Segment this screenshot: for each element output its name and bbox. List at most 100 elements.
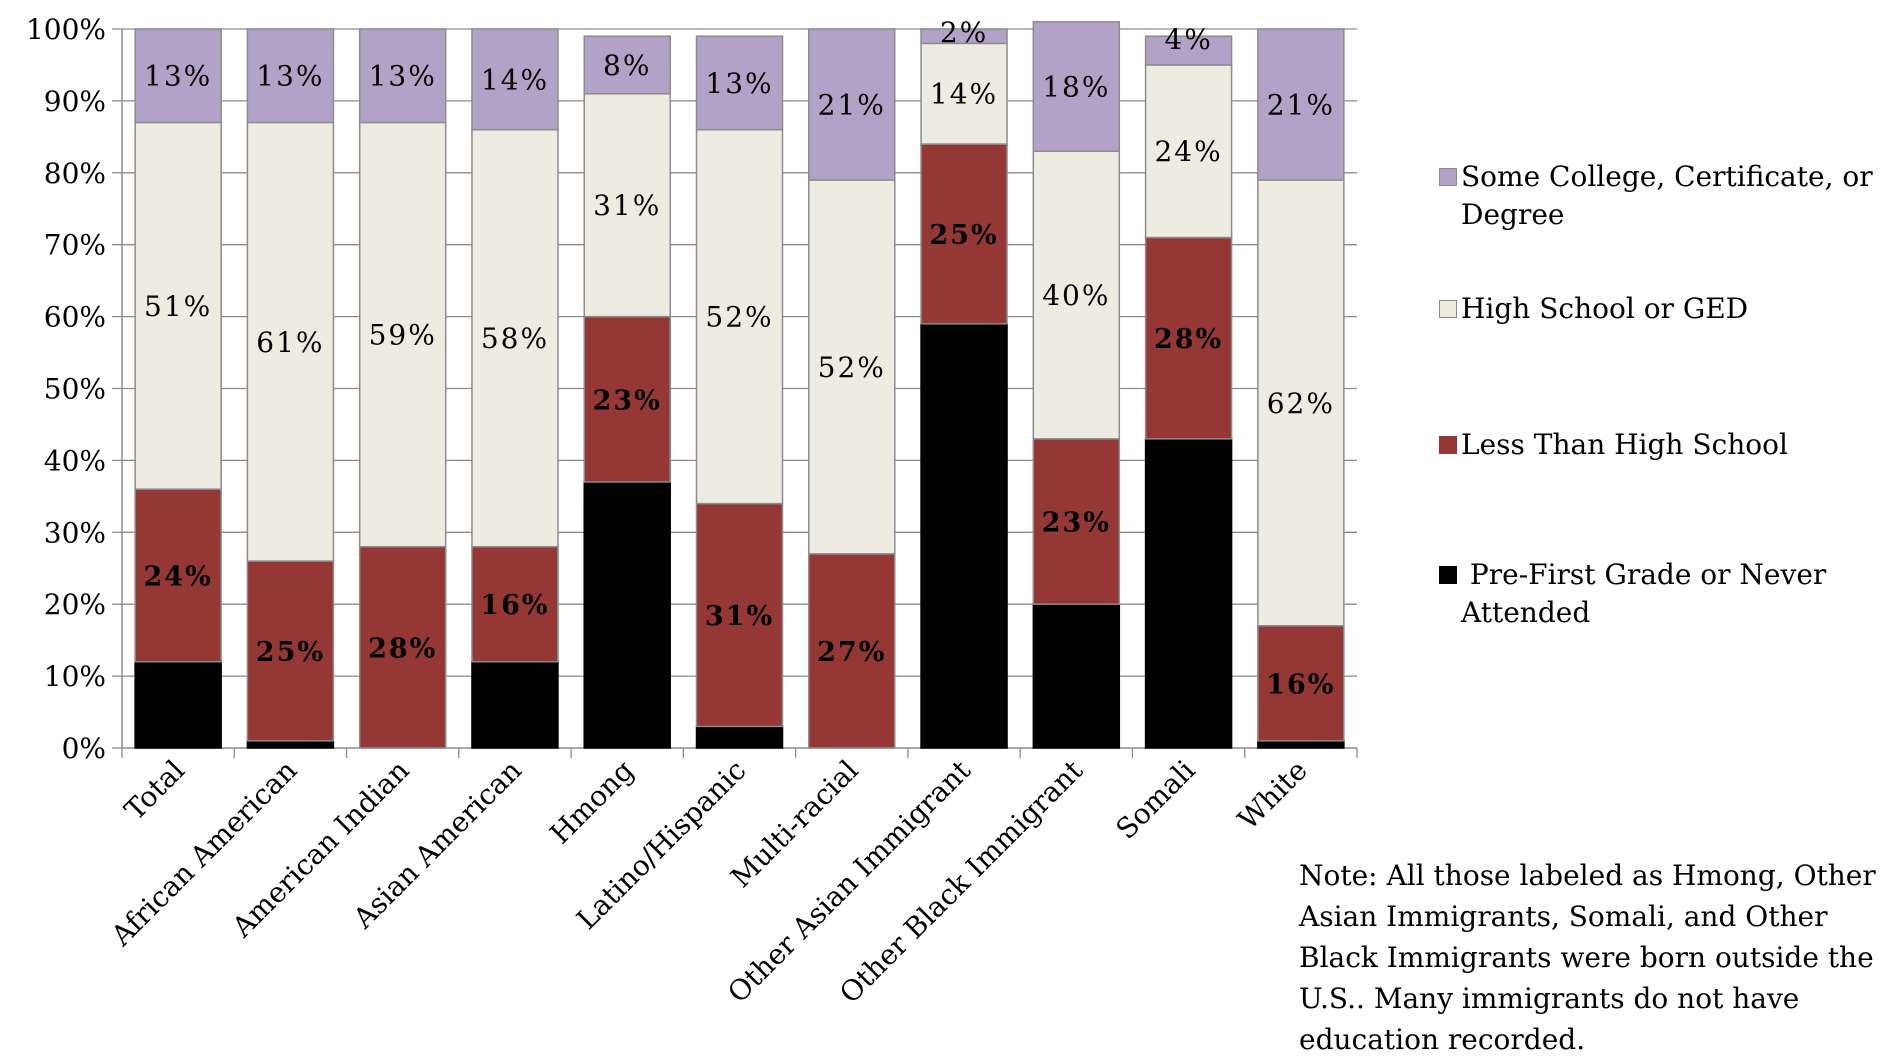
bar-segment [1032,21,1121,152]
bar-segment [1144,64,1233,239]
data-label: 25% [256,637,325,668]
chart-root: 0% 10% 20% 30% 40% 50% 60% 70% 80% 90% 100% 24% 51% 1… [26,13,1895,1056]
data-label: 18% [1042,71,1110,104]
bar-segment [1144,35,1233,66]
bar-segment [246,560,335,742]
bar-segment [358,28,447,124]
bar-segment [920,143,1008,325]
data-label: 24% [144,561,213,592]
bar-segment [246,740,335,749]
data-label: 16% [480,590,549,621]
legend-item-pre-first-grade: Pre-First Grade or Never Attended [1425,556,1895,656]
bar-segment [471,545,559,663]
data-label: 23% [1042,508,1111,539]
bar-segment [1257,179,1345,627]
bar-segment [920,323,1008,749]
data-label: 51% [144,290,212,323]
x-tick-label: Somali [1109,754,1201,846]
bar-segment [1257,28,1345,181]
data-label: 13% [369,60,437,93]
bar-segment [471,28,559,131]
bar-segment [134,488,222,663]
bar-segment [358,545,447,749]
data-label: 28% [1154,324,1223,355]
bar-segment [358,121,447,548]
bar-segment [134,660,222,749]
data-label: 27% [817,637,886,668]
data-label: 52% [705,301,773,334]
bar-segment [695,502,784,728]
data-label: 24% [1154,135,1222,168]
data-label: 16% [1266,669,1335,700]
data-label: 13% [705,67,773,100]
x-tick-label: African American [104,754,303,953]
legend-swatch-some-college [1439,168,1457,186]
y-tick-label: 10% [44,660,106,693]
bar-segment [134,28,222,124]
bar-segment [246,121,335,562]
data-label: 14% [481,63,549,96]
y-tick-label: 0% [62,732,106,765]
y-tick-label: 40% [44,444,106,477]
y-tick-label: 90% [44,85,106,118]
bar-segment [695,725,784,749]
data-label: 13% [256,60,324,93]
bar-segment [808,553,896,749]
bar-segment [1257,740,1345,749]
data-label: 8% [603,49,651,82]
legend-label-some-college: Some College, Certificate, or Degree [1461,160,1873,231]
legend: Some College, Certificate, or Degree Hig… [1425,158,1895,656]
legend-swatch-pre-first-grade [1439,566,1457,584]
legend-label-less-than-high-school: Less Than High School [1461,428,1788,461]
data-label: 40% [1042,279,1110,312]
data-label: 21% [1267,88,1335,121]
data-label: 59% [369,319,437,352]
legend-label-high-school: High School or GED [1461,292,1749,325]
legend-swatch-high-school [1439,300,1457,318]
y-tick-label: 70% [44,229,106,262]
bar-segment [1032,438,1121,605]
data-label: 61% [256,326,324,359]
bar-segment [1032,150,1121,440]
x-tick-label: White [1231,754,1313,836]
data-label: 58% [481,322,549,355]
data-label: 62% [1267,387,1335,420]
y-tick-label: 60% [44,301,106,334]
y-tick-label: 50% [44,373,106,406]
y-tick-label: 80% [44,157,106,190]
x-tick-label: Hmong [543,754,640,851]
y-tick-label: 30% [44,516,106,549]
bar-segment [471,660,559,749]
legend-item-some-college: Some College, Certificate, or Degree [1425,158,1895,282]
legend-item-less-than-high-school: Less Than High School [1425,426,1895,550]
legend-swatch-less-than-high-school [1439,436,1457,454]
bar-segment [695,35,784,131]
legend-item-high-school: High School or GED [1425,290,1895,426]
x-tick-label: Total [118,754,191,827]
footnote: Note: All those labeled as Hmong, Other … [1299,859,1876,1056]
data-label: 23% [593,385,662,416]
y-tick-label: 100% [26,13,106,46]
bar-segment [808,28,896,181]
data-label: 28% [368,633,437,664]
bar-segment [920,42,1008,145]
data-label: 31% [593,189,661,222]
stacked-bar-chart: 0% 10% 20% 30% 40% 50% 60% 70% 80% 90% 100% 24% 51% 1… [26,13,1358,1010]
data-label: 52% [818,351,886,384]
bar-segment [1144,438,1233,749]
bar-segment [695,128,784,505]
legend-label-pre-first-grade: Pre-First Grade or Never Attended [1461,558,1836,629]
data-label: 4% [1164,23,1212,56]
bar-segment [583,35,671,95]
data-label: 13% [144,60,212,93]
bar-segment [246,28,335,124]
bar-segment [1032,603,1121,749]
data-label: 25% [929,220,998,251]
y-tick-label: 20% [44,588,106,621]
data-label: 21% [818,88,886,121]
data-label: 14% [930,78,998,111]
bar-segment [583,481,671,749]
data-label: 2% [940,16,988,49]
bar-segment [583,92,671,318]
data-label: 31% [705,601,774,632]
